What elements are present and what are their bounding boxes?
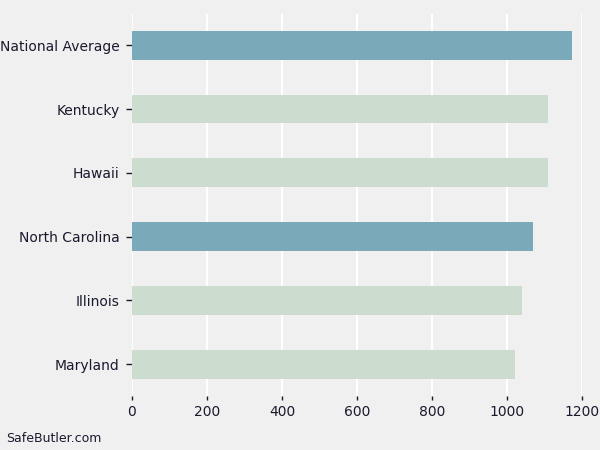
Bar <box>132 94 548 123</box>
Bar <box>132 350 515 378</box>
Bar <box>132 158 548 187</box>
Text: SafeButler.com: SafeButler.com <box>6 432 101 446</box>
Bar <box>132 222 533 251</box>
Bar <box>132 31 572 59</box>
Bar <box>132 286 522 315</box>
